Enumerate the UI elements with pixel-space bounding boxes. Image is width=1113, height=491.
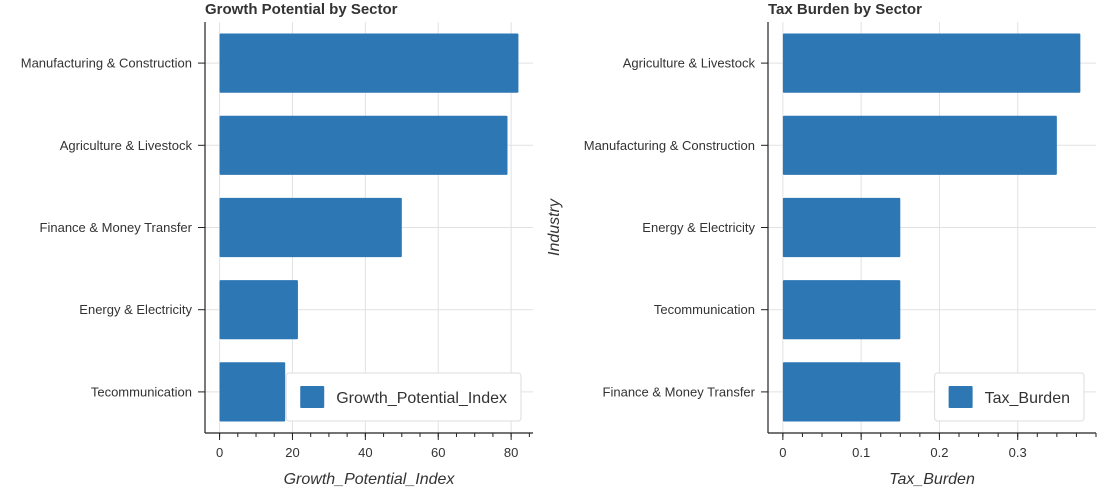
panel-1: 0 20 40 60 80 Manufacturing & Construction Agr… bbox=[21, 1, 533, 488]
bar bbox=[782, 115, 1057, 175]
legend-box bbox=[285, 372, 522, 422]
x-tick-label: 0.1 bbox=[852, 445, 870, 460]
x-tick-label: 80 bbox=[504, 445, 518, 460]
y-tick-label: Agriculture & Livestock bbox=[623, 56, 756, 71]
bar bbox=[219, 115, 508, 175]
x-tick-label: 60 bbox=[431, 445, 445, 460]
bar bbox=[219, 197, 402, 258]
bar bbox=[219, 362, 286, 422]
bar bbox=[782, 280, 901, 340]
bar bbox=[782, 33, 1081, 93]
x-tick-label: 0.2 bbox=[930, 445, 948, 460]
y-tick-label: Agriculture & Livestock bbox=[60, 138, 193, 153]
legend-label: Growth_Potential_Index bbox=[336, 390, 507, 407]
y-tick-label: Manufacturing & Construction bbox=[21, 56, 192, 71]
bar bbox=[782, 197, 901, 258]
chart-title: Tax Burden by Sector bbox=[768, 1, 922, 18]
legend-swatch bbox=[300, 386, 325, 408]
x-tick-label: 20 bbox=[285, 445, 299, 460]
chart-title: Growth Potential by Sector bbox=[205, 1, 398, 18]
y-tick-label: Energy & Electricity bbox=[642, 220, 755, 235]
bar bbox=[782, 362, 901, 422]
y-tick-label: Tecommunication bbox=[654, 302, 755, 317]
bar bbox=[219, 33, 519, 93]
legend-box bbox=[934, 372, 1085, 422]
y-tick-label: Finance & Money Transfer bbox=[40, 220, 193, 235]
legend-label: Tax_Burden bbox=[985, 390, 1070, 407]
x-tick-label: 40 bbox=[358, 445, 372, 460]
x-axis-label: Tax_Burden bbox=[889, 471, 975, 488]
x-tick-label: 0 bbox=[779, 445, 786, 460]
y-tick-label: Energy & Electricity bbox=[79, 302, 192, 317]
legend-swatch bbox=[948, 386, 973, 408]
y-tick-label: Finance & Money Transfer bbox=[603, 384, 756, 399]
y-tick-label: Manufacturing & Construction bbox=[584, 138, 755, 153]
x-axis-label: Growth_Potential_Index bbox=[284, 471, 456, 488]
y-tick-label: Tecommunication bbox=[91, 384, 192, 399]
legend: Growth_Potential_Index bbox=[285, 372, 522, 422]
panel-2: 0 0.1 0.2 0.3 Agriculture & Livestock Manufac… bbox=[546, 1, 1097, 488]
legend: Tax_Burden bbox=[934, 372, 1085, 422]
x-tick-label: 0 bbox=[216, 445, 223, 460]
y-axis-label: Industry bbox=[546, 198, 563, 256]
bar bbox=[219, 280, 298, 340]
x-tick-label: 0.3 bbox=[1009, 445, 1027, 460]
